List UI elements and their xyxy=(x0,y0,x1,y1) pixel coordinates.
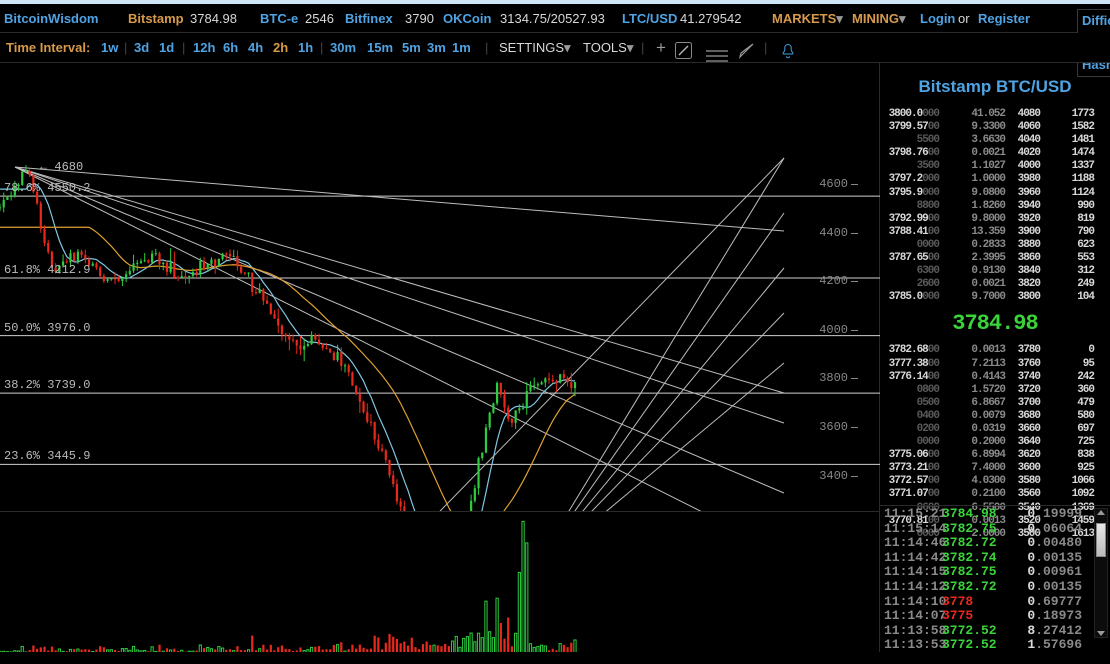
svg-text:← 4680: ← 4680 xyxy=(40,160,83,174)
